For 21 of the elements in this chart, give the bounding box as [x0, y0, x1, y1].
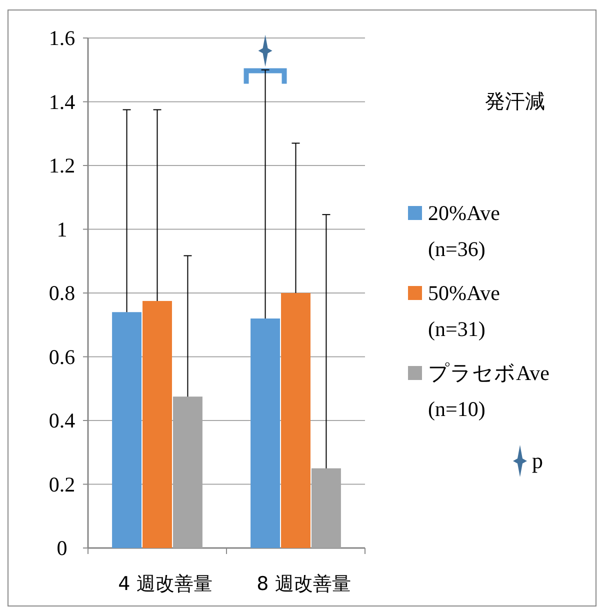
- y-tick-label: 1.2: [48, 154, 76, 178]
- legend-label: 20%Ave (n=36): [428, 201, 500, 261]
- y-tick-label: 0: [56, 536, 68, 560]
- y-tick-label: 0.2: [48, 472, 76, 496]
- y-tick-label: 0.8: [48, 281, 76, 305]
- bar: [281, 293, 310, 548]
- x-tick-label: 4 週改善量: [118, 573, 212, 595]
- y-tick-label: 0.4: [48, 408, 76, 432]
- bar: [142, 300, 172, 548]
- y-tick-label: 1.6: [48, 26, 76, 50]
- bar: [250, 318, 280, 548]
- legend-label: p: [532, 448, 543, 473]
- legend-title: 発汗減: [485, 89, 545, 113]
- x-tick-label: 8 週改善量: [256, 573, 351, 595]
- y-tick-label: 0.6: [48, 344, 76, 369]
- legend-swatch-p: p: [513, 445, 543, 477]
- legend-label: プラセボAve (n=10): [428, 361, 550, 421]
- y-tick-label: 1.4: [48, 90, 76, 114]
- legend-label: 50%Ave (n=31): [428, 281, 500, 341]
- y-tick-label: 1: [56, 217, 68, 242]
- bar: [112, 312, 142, 548]
